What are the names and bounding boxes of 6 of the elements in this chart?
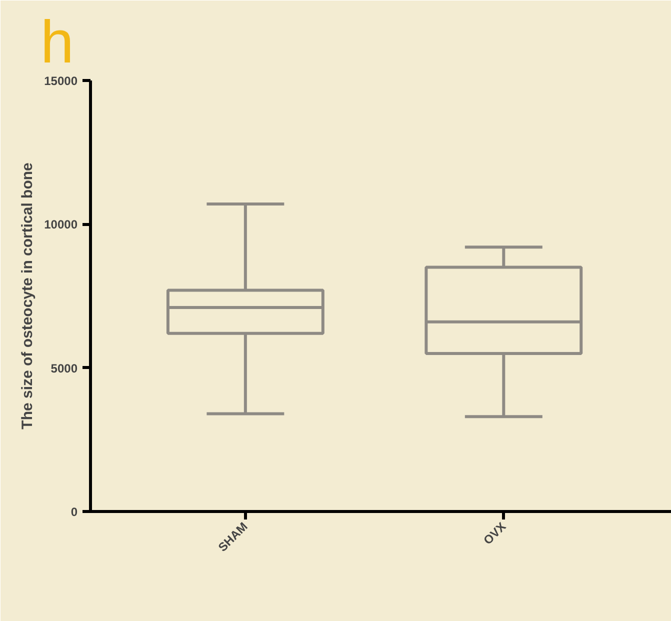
y-axis-title: The size of osteocyte in cortical bone	[19, 162, 36, 430]
y-tick-label: 0	[70, 505, 78, 519]
y-tick-label: 10000	[44, 218, 78, 232]
y-tick-label: 15000	[44, 74, 78, 88]
chart-title: h	[40, 8, 74, 76]
y-tick-label: 5000	[50, 361, 78, 376]
